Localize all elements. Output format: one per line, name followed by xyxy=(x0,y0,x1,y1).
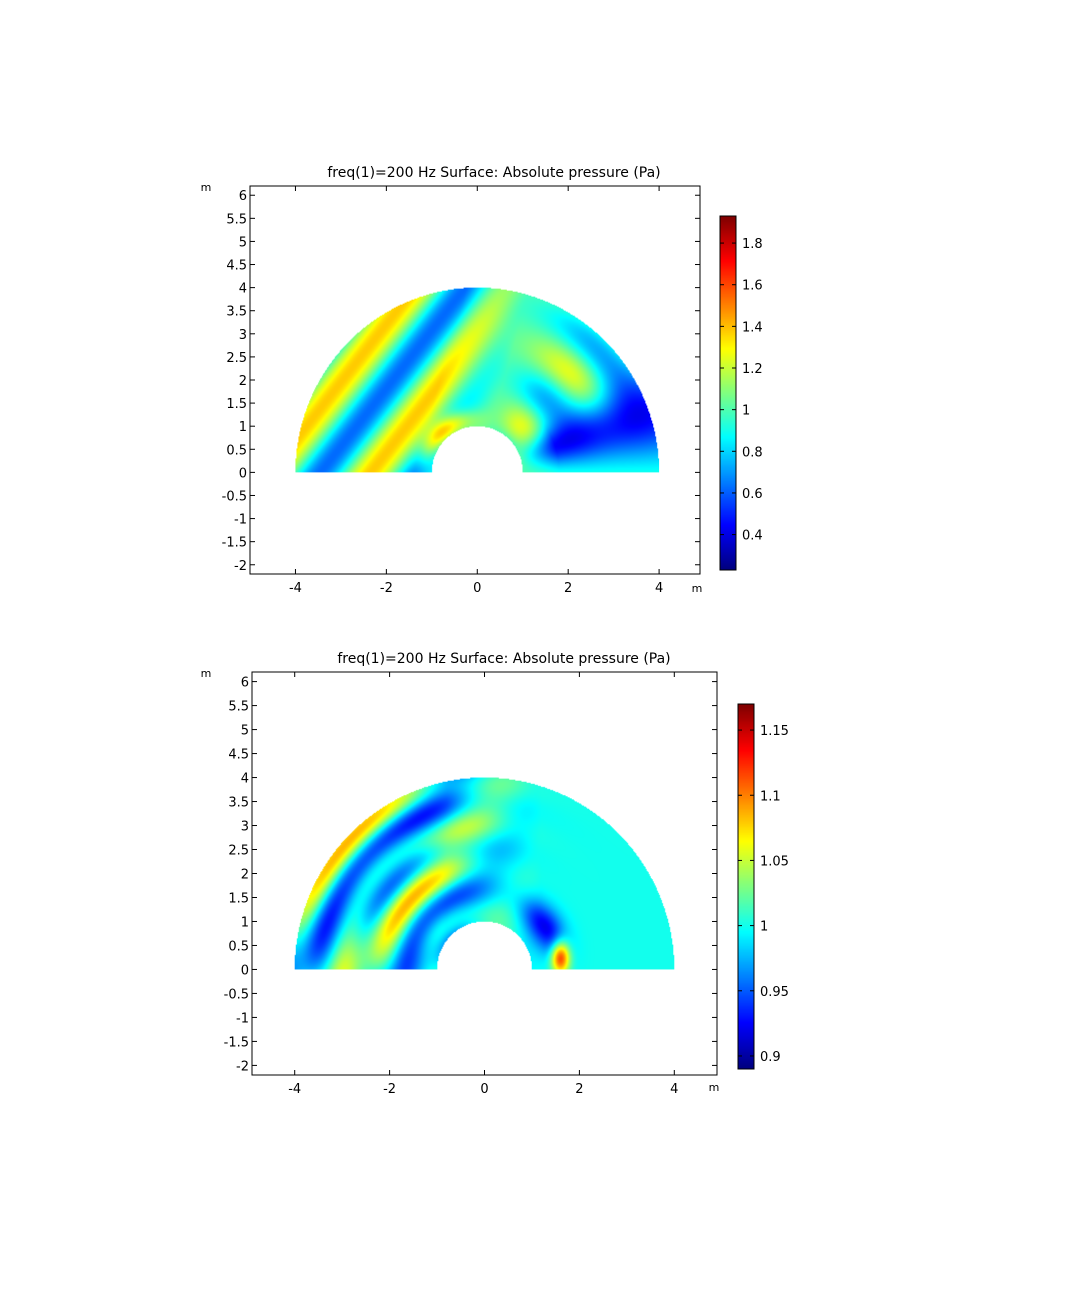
y-tick-label: 1.5 xyxy=(228,891,249,906)
y-tick-label: -1.5 xyxy=(224,1035,249,1050)
y-tick-label: -0.5 xyxy=(224,987,249,1002)
x-tick-label: -4 xyxy=(288,1082,301,1097)
y-tick-label: 0.5 xyxy=(228,939,249,954)
colorbar-tick-label: 0.4 xyxy=(742,529,763,544)
colorbar-tick-label: 1.15 xyxy=(760,724,789,739)
colorbar-tick-label: 1.6 xyxy=(742,279,763,294)
x-tick-label: -2 xyxy=(380,581,393,596)
y-tick-label: 3.5 xyxy=(228,796,249,811)
colorbar-tick-label: 0.95 xyxy=(760,985,789,1000)
colorbar-tick-label: 0.6 xyxy=(742,487,763,502)
y-tick-label: 5 xyxy=(239,235,247,250)
x-tick-label: 4 xyxy=(655,581,663,596)
colorbar-ticks: 1.15 1.1 1.05 1 0.95 0.9 xyxy=(738,724,789,1065)
colorbar-tick-label: 1.8 xyxy=(742,237,763,252)
y-tick-label: -2 xyxy=(234,559,247,574)
y-tick-label: -0.5 xyxy=(222,489,247,504)
colorbar-tick-label: 1.4 xyxy=(742,320,763,335)
colorbar-frame xyxy=(737,703,755,1070)
y-tick-label: -1.5 xyxy=(222,536,247,551)
y-tick-label: -1 xyxy=(234,513,247,528)
x-tick-label: 2 xyxy=(575,1082,583,1097)
y-tick-label: 3 xyxy=(241,820,249,835)
y-tick-label: 0 xyxy=(241,963,249,978)
colorbar-tick-label: 0.9 xyxy=(760,1050,781,1065)
colorbar-tick-label: 1.1 xyxy=(760,789,781,804)
colorbar-gradient xyxy=(720,216,736,570)
x-tick-label: 2 xyxy=(564,581,572,596)
y-tick-label: 3 xyxy=(239,328,247,343)
y-axis-unit: m xyxy=(201,181,212,194)
y-tick-label: 2.5 xyxy=(226,351,247,366)
x-axis-unit: m xyxy=(692,582,703,595)
colorbar-tick-label: 1 xyxy=(760,920,768,935)
x-axis-ticks: -4 -2 0 2 4 xyxy=(288,672,678,1097)
colorbar-ticks: 1.8 1.6 1.4 1.2 1 0.8 0.6 0.4 xyxy=(720,237,763,544)
pressure-field-surface xyxy=(295,287,660,473)
colorbar-gradient xyxy=(738,704,754,1069)
colorbar: 1.15 1.1 1.05 1 0.95 0.9 xyxy=(737,703,789,1070)
colorbar: 1.8 1.6 1.4 1.2 1 0.8 0.6 0.4 xyxy=(719,215,763,571)
colorbar-frame xyxy=(719,215,737,571)
y-tick-label: 5.5 xyxy=(228,700,249,715)
y-tick-label: 6 xyxy=(241,676,249,691)
y-tick-label: 4.5 xyxy=(226,259,247,274)
y-tick-label: 1.5 xyxy=(226,397,247,412)
y-axis-unit: m xyxy=(201,667,212,680)
y-tick-label: 1 xyxy=(239,420,247,435)
plot-1: freq(1)=200 Hz Surface: Absolute pressur… xyxy=(201,165,763,596)
x-tick-label: 4 xyxy=(670,1082,678,1097)
x-tick-label: -4 xyxy=(289,581,302,596)
y-tick-label: 2.5 xyxy=(228,844,249,859)
pressure-field-surface xyxy=(294,777,675,970)
colorbar-tick-label: 1.2 xyxy=(742,362,763,377)
x-tick-label: 0 xyxy=(473,581,481,596)
y-tick-label: -1 xyxy=(236,1011,249,1026)
y-tick-label: 5.5 xyxy=(226,212,247,227)
y-tick-label: 0.5 xyxy=(226,443,247,458)
y-tick-label: 4 xyxy=(239,282,247,297)
x-tick-label: -2 xyxy=(383,1082,396,1097)
colorbar-tick-label: 1.05 xyxy=(760,854,789,869)
plot-title: freq(1)=200 Hz Surface: Absolute pressur… xyxy=(337,651,670,667)
y-tick-label: 1 xyxy=(241,915,249,930)
plot-2: freq(1)=200 Hz Surface: Absolute pressur… xyxy=(201,651,789,1097)
x-axis-ticks: -4 -2 0 2 4 xyxy=(289,186,663,596)
y-axis-ticks: 6 5.5 5 4.5 4 3.5 3 2.5 2 1.5 1 0.5 0 -0.5 -1 -1.5 -2 xyxy=(222,189,700,574)
x-axis-unit: m xyxy=(709,1081,720,1094)
colorbar-tick-label: 1 xyxy=(742,404,750,419)
y-tick-label: -2 xyxy=(236,1059,249,1074)
y-axis-ticks: 6 5.5 5 4.5 4 3.5 3 2.5 2 1.5 1 0.5 0 -0.5 -1 -1.5 -2 xyxy=(224,676,717,1074)
y-tick-label: 4 xyxy=(241,772,249,787)
y-tick-label: 4.5 xyxy=(228,748,249,763)
y-tick-label: 2 xyxy=(239,374,247,389)
y-tick-label: 5 xyxy=(241,724,249,739)
y-tick-label: 6 xyxy=(239,189,247,204)
colorbar-tick-label: 0.8 xyxy=(742,445,763,460)
y-tick-label: 3.5 xyxy=(226,305,247,320)
y-tick-label: 2 xyxy=(241,868,249,883)
plot-title: freq(1)=200 Hz Surface: Absolute pressur… xyxy=(327,165,660,181)
y-tick-label: 0 xyxy=(239,466,247,481)
x-tick-label: 0 xyxy=(480,1082,488,1097)
